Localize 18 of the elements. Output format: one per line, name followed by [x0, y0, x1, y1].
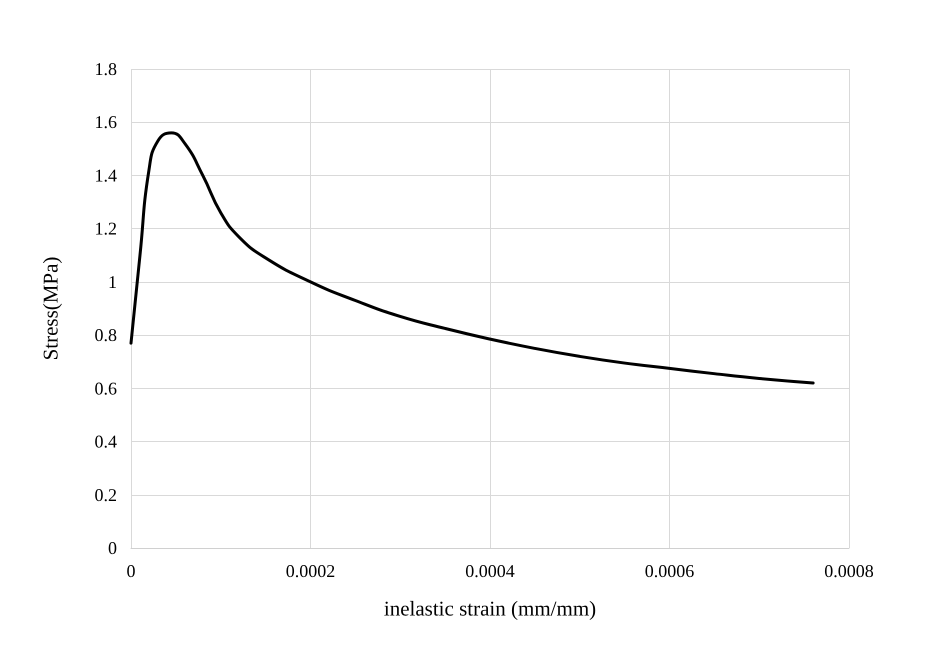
y-tick-label: 0.2: [94, 484, 117, 505]
x-axis-title: inelastic strain (mm/mm): [384, 596, 596, 620]
y-tick-label: 1.6: [94, 112, 117, 132]
y-tick-label: 0.8: [94, 325, 117, 346]
y-tick-label: 1.2: [94, 218, 117, 239]
y-tick-label: 1.8: [94, 59, 117, 79]
y-tick-label: 0: [108, 538, 117, 558]
x-tick-label: 0.0004: [465, 561, 515, 581]
y-tick-label: 1: [108, 272, 117, 292]
y-tick-label: 0.4: [94, 432, 117, 452]
x-tick-label: 0.0002: [286, 561, 336, 581]
x-tick-label: 0.0006: [644, 561, 694, 581]
x-tick-label: 0.0008: [824, 561, 874, 581]
y-tick-label: 0.6: [94, 378, 117, 398]
x-tick-label: 0: [126, 561, 136, 581]
y-tick-label: 1.4: [94, 165, 117, 186]
line-series: [130, 131, 815, 385]
y-axis-title: Stress(MPa): [38, 256, 62, 360]
